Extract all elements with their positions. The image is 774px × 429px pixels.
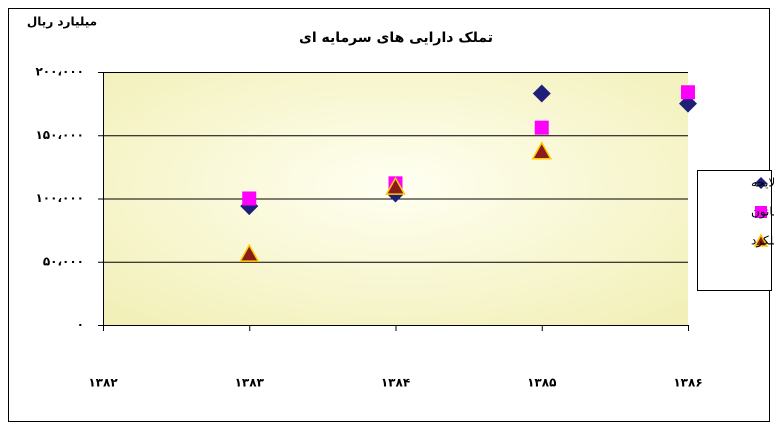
legend-label: قانون — [751, 205, 774, 220]
y-tick-label: ۱۰۰،۰۰۰ — [35, 191, 84, 205]
y-tick-label: ۱۵۰،۰۰۰ — [35, 128, 84, 142]
legend-label: لایحه — [751, 176, 774, 190]
x-tick-label: ۱۳۸۵ — [527, 376, 556, 390]
point — [385, 176, 406, 195]
point — [531, 141, 553, 160]
legend-marker — [755, 206, 767, 218]
y-tick-label: ۵۰،۰۰۰ — [43, 254, 84, 268]
x-tick-label: ۱۳۸۲ — [88, 376, 118, 390]
legend-marker — [755, 177, 767, 189]
x-tick-label: ۱۳۸۳ — [235, 376, 265, 390]
point — [532, 84, 551, 103]
legend-label: عملکرد — [751, 234, 774, 249]
chart-title: تملک دارایی های سرمایه ای — [299, 30, 493, 46]
legend-marker — [753, 233, 769, 247]
y-axis-label: میلیارد ریال — [27, 15, 97, 29]
point — [534, 120, 549, 135]
point — [238, 243, 260, 262]
legend — [697, 170, 772, 291]
x-tick-label: ۱۳۸۶ — [673, 376, 702, 390]
x-tick-label: ۱۳۸۴ — [381, 376, 410, 390]
point — [681, 85, 695, 100]
point — [242, 191, 257, 206]
y-tick-label: ۲۰۰،۰۰۰ — [35, 65, 84, 79]
y-tick-label: ۰ — [77, 318, 84, 332]
